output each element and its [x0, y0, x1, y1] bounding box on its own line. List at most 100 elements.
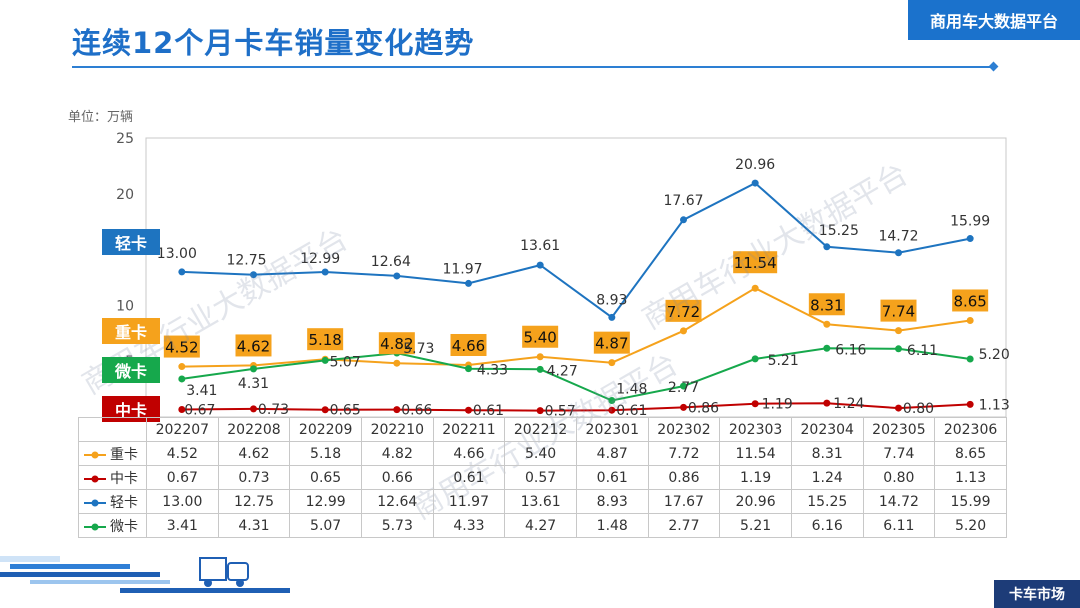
data-label: 14.72 [878, 229, 918, 245]
data-point [536, 365, 544, 373]
table-cell: 11.54 [719, 441, 792, 466]
data-label: 13.00 [157, 246, 197, 262]
data-label: 7.72 [667, 303, 700, 321]
data-point [823, 320, 831, 328]
data-label: 1.13 [979, 397, 1010, 413]
category-label: 202305 [862, 417, 936, 442]
table-cell: 14.72 [862, 489, 936, 514]
data-point [680, 403, 687, 411]
data-label: 1.24 [833, 396, 864, 412]
brand-label: 商用车大数据平台 [908, 0, 1080, 40]
truck-decoration [0, 556, 290, 593]
legend-entry: 重卡 [78, 441, 147, 466]
table-cell: 5.40 [504, 441, 577, 466]
data-point [536, 407, 544, 415]
data-point [321, 268, 329, 276]
data-label: 5.73 [403, 341, 434, 357]
data-label: 11.54 [734, 254, 777, 272]
data-point [895, 249, 902, 257]
data-label: 8.93 [596, 292, 627, 308]
data-point [751, 400, 759, 408]
title-divider [72, 66, 996, 68]
table-cell: 4.31 [217, 513, 291, 538]
data-point [751, 355, 759, 363]
table-cell: 0.65 [289, 465, 362, 490]
data-point [250, 365, 257, 373]
data-label: 7.74 [882, 303, 915, 321]
table-cell: 8.93 [575, 489, 649, 514]
table-cell: 5.20 [934, 513, 1007, 538]
table-cell: 1.13 [934, 465, 1007, 490]
series-badge-heavy: 重卡 [102, 318, 160, 344]
data-label: 20.96 [735, 157, 775, 173]
data-point [250, 405, 257, 413]
table-cell: 5.21 [719, 513, 792, 538]
data-label-box [665, 299, 702, 322]
footer-tag: 卡车市场 [994, 580, 1080, 608]
data-point [393, 272, 401, 280]
data-label: 4.62 [237, 337, 270, 355]
data-label: 13.61 [520, 238, 560, 254]
series-badge-light: 轻卡 [102, 229, 160, 255]
data-label: 5.18 [308, 331, 341, 349]
data-label: 5.07 [330, 354, 361, 370]
data-label: 5.40 [523, 329, 556, 347]
data-label: 17.67 [663, 193, 703, 209]
table-corner [78, 417, 147, 442]
data-label: 6.11 [907, 343, 938, 359]
data-label: 1.48 [616, 381, 647, 397]
data-label: 4.31 [238, 376, 269, 392]
table-cell: 12.75 [217, 489, 291, 514]
data-point [680, 216, 687, 224]
table-cell: 3.41 [146, 513, 219, 538]
table-cell: 0.67 [146, 465, 219, 490]
series-line-中卡 [181, 402, 971, 412]
table-cell: 4.82 [360, 441, 434, 466]
category-label: 202211 [432, 417, 506, 442]
table-cell: 0.86 [647, 465, 721, 490]
data-label: 5.20 [979, 347, 1010, 363]
table-cell: 5.18 [289, 441, 362, 466]
table-cell: 13.00 [146, 489, 219, 514]
category-label: 202301 [575, 417, 649, 442]
series-line-微卡 [181, 347, 971, 402]
table-cell: 4.66 [432, 441, 506, 466]
data-label: 4.27 [547, 363, 578, 379]
data-label: 0.73 [258, 402, 289, 418]
data-label: 15.25 [819, 223, 859, 239]
data-point [966, 355, 974, 363]
table-row: 中卡 0.67 0.73 0.65 0.66 0.61 0.57 0.61 0.86 1.19 1.… [78, 465, 1007, 490]
data-point [465, 365, 472, 373]
data-label-box [593, 331, 630, 354]
legend-entry: 微卡 [78, 513, 147, 538]
category-label: 202306 [934, 417, 1007, 442]
data-point [321, 406, 329, 414]
data-label-box [880, 299, 917, 322]
data-point [536, 353, 544, 361]
legend-label: 轻卡 [110, 494, 138, 511]
data-label: 4.52 [165, 339, 198, 357]
table-cell: 0.61 [575, 465, 649, 490]
data-point [178, 363, 186, 371]
data-label: 11.97 [442, 261, 482, 277]
data-point [536, 261, 544, 269]
table-cell: 4.62 [217, 441, 291, 466]
data-label-box [952, 289, 989, 312]
data-point [250, 271, 257, 279]
data-point [608, 406, 616, 414]
data-point [178, 268, 186, 276]
table-cell: 7.72 [647, 441, 721, 466]
data-point [393, 359, 401, 367]
table-cell: 4.52 [146, 441, 219, 466]
data-point [680, 327, 687, 335]
data-label: 0.66 [401, 403, 432, 419]
legend-label: 重卡 [110, 446, 138, 463]
data-label: 4.82 [380, 335, 413, 353]
legend-marker [84, 523, 106, 530]
category-label: 202302 [647, 417, 721, 442]
table-cell: 1.19 [719, 465, 792, 490]
category-label: 202208 [217, 417, 291, 442]
data-point [321, 356, 329, 364]
category-label: 202212 [504, 417, 577, 442]
data-label-box [733, 251, 778, 274]
